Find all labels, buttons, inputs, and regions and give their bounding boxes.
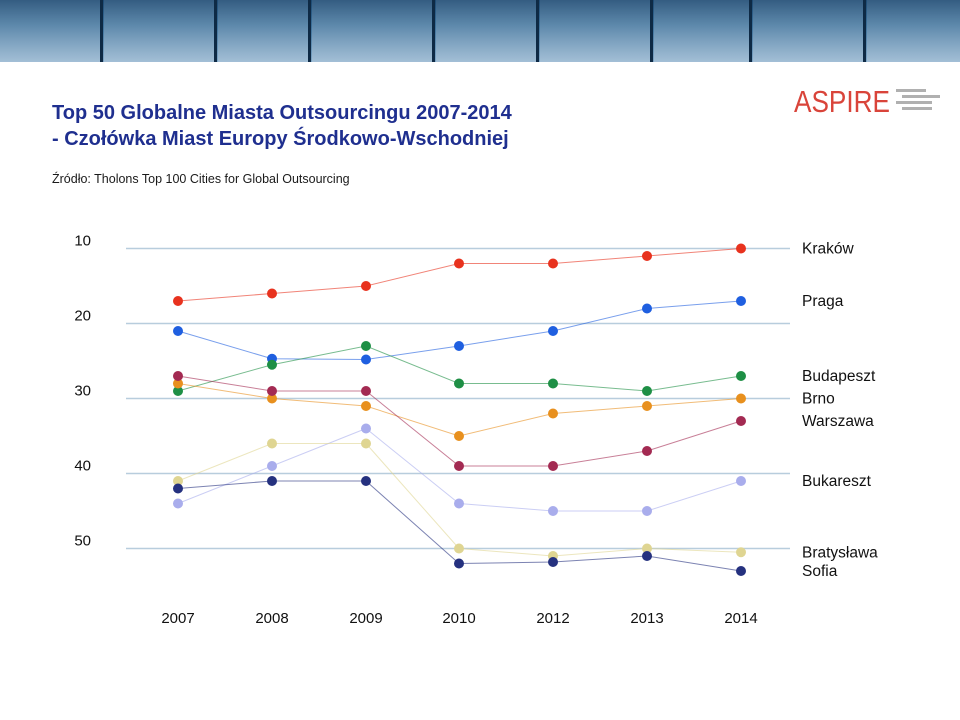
- data-point-brno: [736, 393, 746, 404]
- banner-glass-panel: [867, 0, 960, 62]
- data-point-bukareszt: [361, 423, 371, 434]
- banner-glass-panel: [0, 0, 103, 62]
- data-point-praga: [361, 354, 371, 365]
- data-point-warszawa: [361, 386, 371, 396]
- x-tick-label: 2013: [630, 610, 663, 627]
- data-point-praga: [173, 326, 183, 336]
- data-point-praga: [642, 303, 652, 314]
- data-point-kraków: [267, 288, 277, 299]
- series-line-brno: [177, 383, 742, 437]
- banner-glass-panel: [218, 0, 311, 62]
- data-point-kraków: [642, 251, 652, 261]
- data-point-sofia: [454, 558, 464, 569]
- data-point-budapeszt: [736, 371, 746, 381]
- aspire-logo: ASPIRE: [794, 84, 940, 119]
- data-point-brno: [642, 401, 652, 411]
- x-tick-label: 2014: [724, 610, 757, 627]
- slide-title-line-1: Top 50 Globalne Miasta Outsourcingu 2007…: [52, 102, 512, 124]
- data-point-sofia: [267, 476, 277, 486]
- y-tick-label: 40: [74, 458, 91, 475]
- end-label: Kraków: [802, 241, 854, 258]
- data-point-kraków: [361, 281, 371, 291]
- banner-glass-panel: [753, 0, 866, 62]
- data-point-warszawa: [736, 416, 746, 426]
- end-label: Brno: [802, 391, 835, 408]
- data-point-budapeszt: [173, 386, 183, 396]
- data-point-warszawa: [454, 461, 464, 471]
- data-point-brno: [548, 408, 558, 419]
- data-point-bukareszt: [548, 506, 558, 516]
- data-point-sofia: [736, 566, 746, 576]
- data-point-sofia: [548, 557, 558, 567]
- data-point-bratysława: [454, 543, 464, 554]
- data-point-brno: [361, 401, 371, 411]
- data-point-kraków: [736, 243, 746, 254]
- data-point-praga: [548, 326, 558, 336]
- banner-glass-panel: [436, 0, 539, 62]
- header-banner-image: [0, 0, 960, 62]
- slide-title: Top 50 Globalne Miasta Outsourcingu 2007…: [52, 100, 512, 152]
- source-note: Źródło: Tholons Top 100 Cities for Globa…: [52, 172, 350, 186]
- banner-glass-panel: [540, 0, 653, 62]
- y-tick-label: 50: [74, 533, 91, 550]
- data-point-bukareszt: [736, 476, 746, 486]
- x-tick-label: 2010: [442, 610, 475, 627]
- data-point-budapeszt: [548, 378, 558, 389]
- banner-glass-panel: [654, 0, 752, 62]
- aspire-logo-stripes-icon: [896, 89, 940, 110]
- data-point-brno: [454, 431, 464, 441]
- y-tick-label: 20: [74, 308, 91, 325]
- data-point-bratysława: [642, 543, 652, 554]
- end-label: Bukareszt: [802, 473, 872, 490]
- data-point-budapeszt: [454, 378, 464, 389]
- end-label: Warszawa: [802, 413, 874, 430]
- data-point-bukareszt: [173, 498, 183, 509]
- x-tick-label: 2009: [349, 610, 382, 627]
- aspire-logo-wordmark: ASPIRE: [794, 84, 890, 119]
- data-point-brno: [267, 393, 277, 404]
- data-point-warszawa: [267, 386, 277, 396]
- series-line-sofia: [177, 480, 742, 572]
- data-point-bratysława: [736, 547, 746, 558]
- data-point-kraków: [454, 258, 464, 269]
- slide-title-line-2: - Czołówka Miast Europy Środkowo-Wschodn…: [52, 128, 509, 150]
- data-point-warszawa: [548, 461, 558, 471]
- data-point-budapeszt: [267, 359, 277, 370]
- banner-glass-panel: [312, 0, 435, 62]
- end-label: Sofia: [802, 563, 838, 580]
- data-point-budapeszt: [361, 341, 371, 351]
- x-tick-label: 2007: [161, 610, 194, 627]
- data-point-praga: [736, 296, 746, 306]
- data-point-bratysława: [173, 476, 183, 486]
- y-tick-label: 30: [74, 383, 91, 400]
- data-point-warszawa: [642, 446, 652, 456]
- x-tick-label: 2008: [255, 610, 288, 627]
- data-point-bukareszt: [267, 461, 277, 471]
- banner-glass-panel: [104, 0, 217, 62]
- x-tick-label: 2012: [536, 610, 569, 627]
- data-point-kraków: [173, 296, 183, 306]
- data-point-bukareszt: [642, 506, 652, 516]
- data-point-bratysława: [267, 438, 277, 449]
- data-point-bukareszt: [454, 498, 464, 509]
- data-point-warszawa: [173, 371, 183, 381]
- series-line-kraków: [177, 248, 742, 302]
- y-tick-label: 10: [74, 233, 91, 250]
- end-label: Bratysława: [802, 544, 878, 561]
- data-point-brno: [173, 378, 183, 389]
- data-point-budapeszt: [642, 386, 652, 396]
- end-label: Praga: [802, 293, 844, 310]
- data-point-sofia: [173, 483, 183, 494]
- data-point-bratysława: [361, 438, 371, 449]
- end-label: Budapeszt: [802, 368, 876, 385]
- data-point-sofia: [642, 551, 652, 561]
- data-point-praga: [454, 341, 464, 351]
- data-point-sofia: [361, 476, 371, 486]
- data-point-kraków: [548, 258, 558, 269]
